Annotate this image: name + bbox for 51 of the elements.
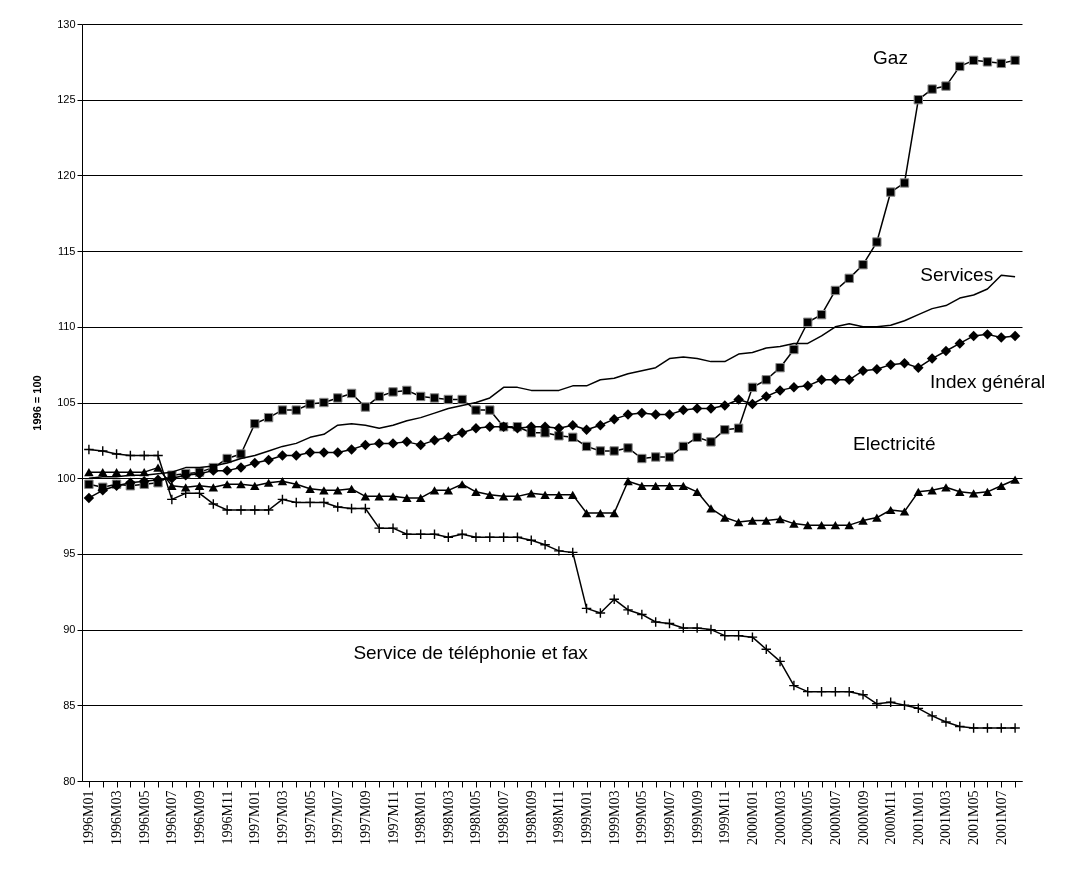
x-tick-label: 2001M05 — [966, 790, 982, 845]
x-tick-label: 2000M09 — [855, 790, 871, 845]
x-tick-label: 1997M11 — [385, 790, 401, 845]
x-tick-label: 2000M03 — [772, 790, 788, 845]
series-label: Gaz — [873, 47, 908, 69]
x-tick-label: 1998M03 — [440, 790, 456, 845]
y-tick-label: 110 — [57, 320, 76, 333]
x-tick-label: 1999M11 — [717, 790, 733, 845]
x-tick-label: 1997M03 — [274, 790, 290, 845]
x-tick-label: 1999M09 — [689, 790, 705, 845]
y-tick-label: 120 — [57, 168, 76, 181]
y-axis-title: 1996 = 100 — [31, 375, 44, 431]
x-tick-label: 1998M01 — [413, 790, 429, 845]
y-tick-label: 90 — [63, 623, 76, 636]
y-tick-label: 80 — [63, 774, 76, 787]
x-tick-label: 1996M07 — [164, 790, 180, 845]
x-tick-label: 1997M01 — [247, 790, 263, 845]
series-label: Service de téléphonie et fax — [353, 642, 589, 664]
y-tick-label: 85 — [63, 698, 76, 711]
x-tick-label: 1996M11 — [219, 790, 235, 845]
x-tick-label: 1996M09 — [192, 790, 207, 845]
x-tick-label: 2000M07 — [827, 790, 843, 845]
y-tick-label: 100 — [57, 471, 76, 484]
x-tick-label: 1998M05 — [468, 790, 484, 845]
series-label: Services — [920, 263, 994, 285]
x-tick-label: 2001M03 — [938, 790, 954, 845]
series-label: Electricité — [853, 432, 936, 454]
x-tick-label: 1999M07 — [662, 790, 677, 845]
x-tick-label: 1999M05 — [634, 790, 650, 845]
x-tick-label: 1997M05 — [302, 790, 318, 845]
x-tick-label: 1996M05 — [136, 790, 152, 845]
x-tick-label: 2001M07 — [993, 790, 1009, 845]
x-tick-label: 1996M01 — [81, 790, 97, 845]
x-tick-label: 1999M01 — [579, 790, 595, 845]
x-tick-label: 2000M05 — [800, 790, 816, 845]
y-tick-label: 115 — [57, 244, 76, 257]
x-tick-label: 1998M07 — [496, 790, 512, 845]
x-tick-label: 1997M07 — [330, 790, 346, 845]
x-tick-label: 1998M09 — [523, 790, 539, 845]
y-tick-label: 95 — [63, 547, 76, 560]
x-tick-label: 2000M11 — [883, 790, 899, 845]
x-tick-label: 2000M01 — [744, 790, 760, 845]
x-tick-label: 1996M03 — [109, 790, 125, 845]
x-tick-label: 1999M03 — [606, 790, 622, 845]
y-tick-label: 105 — [57, 396, 76, 408]
y-tick-label: 130 — [57, 17, 76, 30]
x-tick-label: 1997M09 — [357, 790, 373, 845]
series-label: Index général — [930, 370, 1046, 392]
x-tick-label: 2001M01 — [910, 790, 926, 845]
y-tick-label: 125 — [57, 93, 76, 106]
x-tick-label: 1998M11 — [551, 790, 567, 845]
